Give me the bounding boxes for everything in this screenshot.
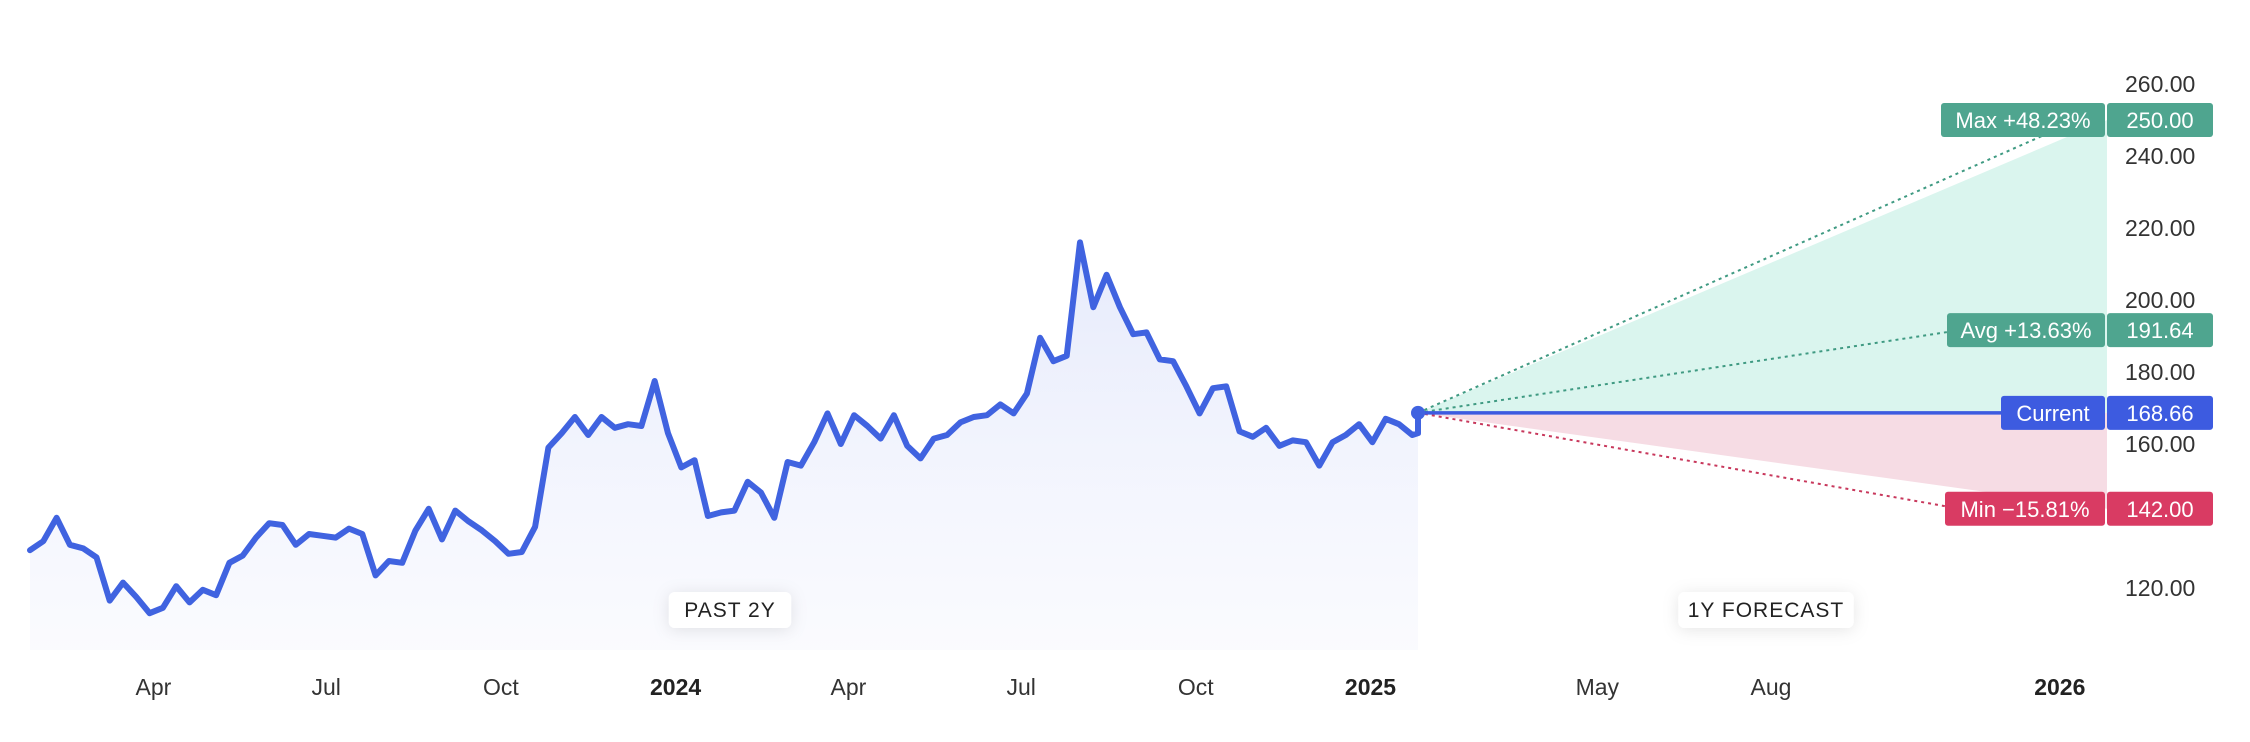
period-label-forecast-bg xyxy=(1678,592,1854,628)
y-tick-label: 160.00 xyxy=(2125,431,2195,457)
x-tick-label: Aug xyxy=(1751,674,1792,700)
tag-avg-value-bg xyxy=(2107,313,2213,348)
period-label-past: PAST 2Y xyxy=(684,599,775,622)
y-tick-label: 240.00 xyxy=(2125,143,2195,169)
tag-avg-label: Avg +13.63% xyxy=(1960,318,2091,343)
y-tick-label: 120.00 xyxy=(2125,575,2195,601)
x-tick-label: Oct xyxy=(483,674,519,700)
y-tick-label: 200.00 xyxy=(2125,287,2195,313)
tag-avg-value: 191.64 xyxy=(2126,318,2193,343)
tag-current-label-bg xyxy=(2001,395,2105,430)
forecast-upside-area xyxy=(1418,120,2107,413)
tag-current-value-bg xyxy=(2107,395,2213,430)
x-tick-label: Jul xyxy=(1006,674,1035,700)
x-tick-label: Apr xyxy=(831,674,867,700)
tag-current-value: 168.66 xyxy=(2126,401,2193,426)
y-tick-label: 260.00 xyxy=(2125,71,2195,97)
tag-current-label: Current xyxy=(2016,401,2089,426)
period-label-forecast: 1Y FORECAST xyxy=(1688,599,1844,622)
tag-min-value: 142.00 xyxy=(2126,497,2193,522)
x-tick-label: Jul xyxy=(311,674,340,700)
x-tick-label: Apr xyxy=(136,674,172,700)
tag-max-label-bg xyxy=(1941,103,2105,137)
tag-min-label-bg xyxy=(1945,491,2105,526)
y-tick-label: 220.00 xyxy=(2125,215,2195,241)
tag-min-label: Min −15.81% xyxy=(1960,497,2089,522)
tag-max-value-bg xyxy=(2107,103,2213,137)
forecast-max-line xyxy=(1417,119,2079,414)
y-tick-label: 180.00 xyxy=(2125,359,2195,385)
x-tick-label: 2024 xyxy=(650,674,701,700)
current-point xyxy=(1411,405,1425,420)
tag-min-value-bg xyxy=(2107,491,2213,526)
tag-max-value: 250.00 xyxy=(2126,108,2193,133)
history-area xyxy=(30,242,1418,650)
x-tick-label: 2026 xyxy=(2034,674,2085,700)
forecast-downside-area xyxy=(1418,412,2107,509)
x-tick-label: May xyxy=(1576,674,1620,700)
tag-max-label: Max +48.23% xyxy=(1955,108,2090,133)
forecast-avg-line xyxy=(1417,329,1961,414)
forecast-min-line xyxy=(1417,411,1961,510)
x-tick-label: Oct xyxy=(1178,674,1214,700)
history-line xyxy=(27,239,1421,617)
tag-avg-label-bg xyxy=(1947,313,2105,348)
period-label-past-bg xyxy=(668,592,792,628)
x-tick-label: 2025 xyxy=(1345,674,1396,700)
